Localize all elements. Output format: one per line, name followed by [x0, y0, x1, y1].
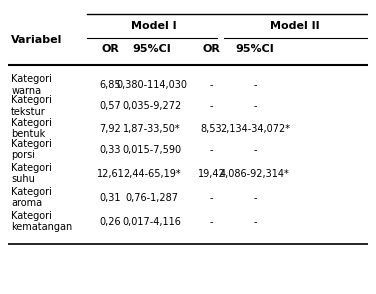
Text: Model II: Model II: [270, 21, 319, 31]
Text: 0,380-114,030: 0,380-114,030: [117, 80, 187, 90]
Text: -: -: [253, 145, 256, 155]
Text: 95%CI: 95%CI: [132, 44, 171, 54]
Text: -: -: [210, 80, 213, 90]
Text: 19,42: 19,42: [197, 169, 225, 179]
Text: 0,015-7,590: 0,015-7,590: [122, 145, 182, 155]
Text: Kategori
warna: Kategori warna: [11, 74, 52, 96]
Text: 95%CI: 95%CI: [235, 44, 274, 54]
Text: Variabel: Variabel: [11, 35, 62, 45]
Text: OR: OR: [102, 44, 119, 54]
Text: 0,035-9,272: 0,035-9,272: [122, 101, 182, 111]
Text: 1,87-33,50*: 1,87-33,50*: [123, 124, 181, 134]
Text: -: -: [210, 217, 213, 227]
Text: 0,26: 0,26: [100, 217, 121, 227]
Text: Kategori
tekstur: Kategori tekstur: [11, 96, 52, 117]
Text: 0,33: 0,33: [100, 145, 121, 155]
Text: 0,017-4,116: 0,017-4,116: [123, 217, 181, 227]
Text: 0,57: 0,57: [100, 101, 121, 111]
Text: -: -: [253, 217, 256, 227]
Text: 0,31: 0,31: [100, 193, 121, 203]
Text: 8,53: 8,53: [201, 124, 222, 134]
Text: 4,086-92,314*: 4,086-92,314*: [220, 169, 290, 179]
Text: 2,44-65,19*: 2,44-65,19*: [123, 169, 181, 179]
Text: -: -: [253, 193, 256, 203]
Text: 7,92: 7,92: [100, 124, 121, 134]
Text: Kategori
porsi: Kategori porsi: [11, 139, 52, 161]
Text: -: -: [210, 193, 213, 203]
Text: -: -: [210, 145, 213, 155]
Text: -: -: [210, 101, 213, 111]
Text: Kategori
aroma: Kategori aroma: [11, 187, 52, 208]
Text: Kategori
kematangan: Kategori kematangan: [11, 211, 72, 232]
Text: -: -: [253, 101, 256, 111]
Text: OR: OR: [203, 44, 220, 54]
Text: 0,76-1,287: 0,76-1,287: [126, 193, 178, 203]
Text: Kategori
bentuk: Kategori bentuk: [11, 118, 52, 139]
Text: 12,61: 12,61: [97, 169, 124, 179]
Text: 2,134-34,072*: 2,134-34,072*: [220, 124, 290, 134]
Text: -: -: [253, 80, 256, 90]
Text: Model I: Model I: [131, 21, 176, 31]
Text: 6,85: 6,85: [100, 80, 121, 90]
Text: Kategori
suhu: Kategori suhu: [11, 163, 52, 184]
